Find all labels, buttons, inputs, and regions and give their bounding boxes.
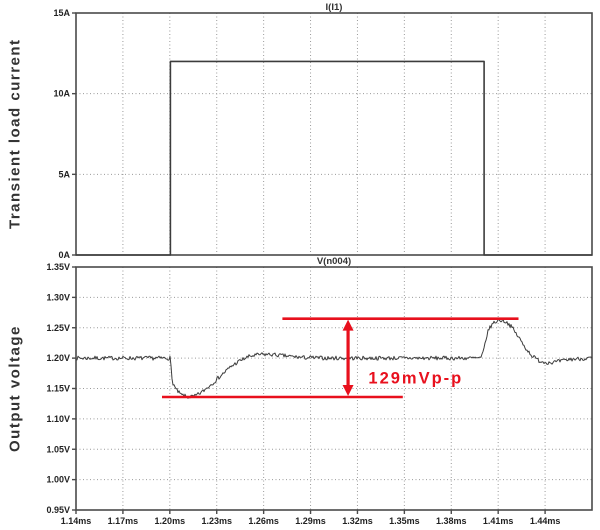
peak-to-peak-label: 129mVp-p [368, 370, 463, 388]
x-tick-label: 1.32ms [342, 516, 373, 526]
x-tick-label: 1.26ms [248, 516, 279, 526]
voltage-trace [75, 318, 593, 399]
y-tick-label: 15A [53, 8, 70, 18]
x-tick-label: 1.38ms [436, 516, 467, 526]
y-tick-label: 1.20V [46, 353, 70, 363]
y-tick-label: 10A [53, 89, 70, 99]
pane-title: V(n004) [317, 256, 351, 267]
pane-current-plot: I(I1) 0A 5A 10A 15A [53, 2, 593, 260]
y-tick-label: 1.25V [46, 323, 70, 333]
y-tick-label: 0.95V [46, 505, 70, 515]
x-tick-label: 1.41ms [483, 516, 514, 526]
x-tick-label: 1.35ms [389, 516, 420, 526]
arrow-head-up [342, 319, 354, 331]
x-tick-label: 1.23ms [201, 516, 232, 526]
y-tick-label: 5A [58, 169, 70, 179]
y-tick-label: 1.30V [46, 292, 70, 302]
x-tick-label: 1.14ms [61, 516, 92, 526]
y-tick-label: 1.10V [46, 414, 70, 424]
x-tick-label: 1.29ms [295, 516, 326, 526]
current-trace [76, 60, 592, 256]
x-tick-label: 1.44ms [530, 516, 561, 526]
pane-title: I(I1) [326, 2, 343, 13]
pane-border [75, 12, 593, 256]
y-tick-label: 0A [58, 250, 70, 260]
x-tick-label: 1.17ms [108, 516, 139, 526]
y-tick-label: 1.35V [46, 262, 70, 272]
y-tick-label: 1.05V [46, 444, 70, 454]
x-tick-label: 1.20ms [155, 516, 186, 526]
arrow-head-down [342, 385, 354, 397]
pane-voltage-plot: V(n004) 0.95V 1.00V 1.05V 1.10V 1.15V 1.20V 1.2… [46, 256, 593, 526]
peak-to-peak-annotation: 129mVp-p [162, 317, 519, 399]
y-tick-label: 1.00V [46, 475, 70, 485]
y-tick-label: 1.15V [46, 384, 70, 394]
